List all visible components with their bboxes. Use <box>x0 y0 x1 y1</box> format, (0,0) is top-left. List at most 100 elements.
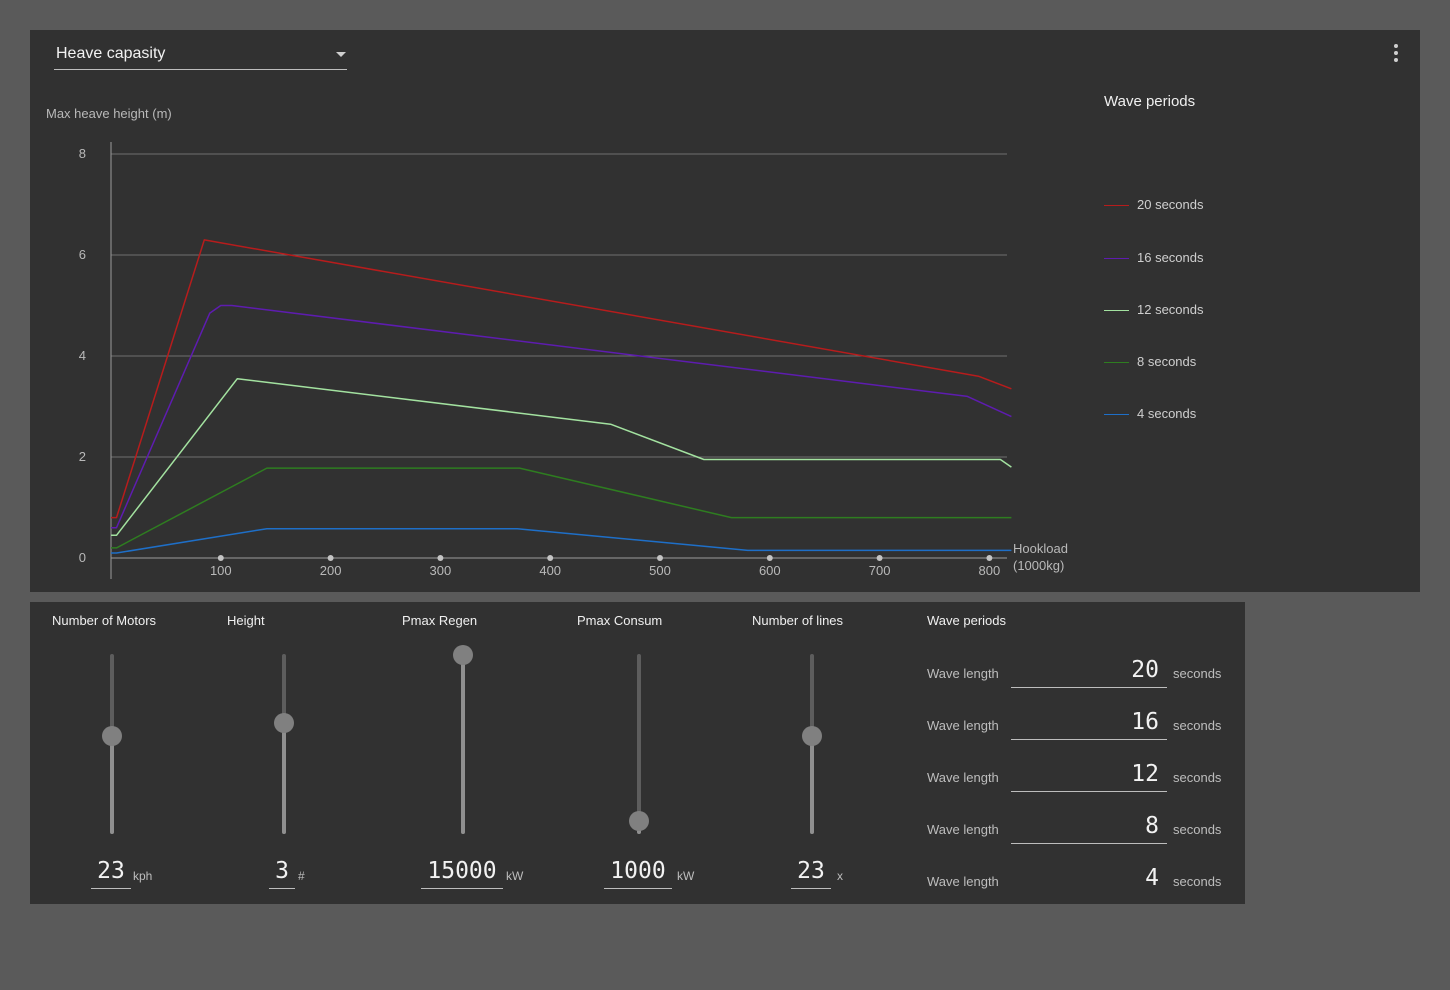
pmax-consum-slider-track[interactable] <box>637 654 641 834</box>
dropdown-selected-value: Heave capasity <box>56 45 166 62</box>
controls-panel: Number of Motors 23 kph Height 3 # Pmax … <box>30 602 1245 904</box>
pmax-regen-value-input[interactable]: 15000 <box>421 856 503 889</box>
slider-fill <box>110 735 114 834</box>
dropdown-arrow-icon <box>336 52 346 57</box>
slider-title: Number of Motors <box>52 613 157 628</box>
lines-unit: x <box>837 869 843 883</box>
heave-chart: 0 2 4 6 8 100 200 300 400 500 600 700 800 <box>79 142 1012 579</box>
wave-length-row: Wave length 12 seconds <box>927 758 1237 794</box>
wave-length-row: Wave length 4 seconds <box>927 862 1237 898</box>
wave-length-unit: seconds <box>1173 874 1222 889</box>
lines-slider-thumb[interactable] <box>802 726 822 746</box>
y-tick-label: 6 <box>79 247 86 262</box>
x-tick-label: 100 <box>210 563 232 578</box>
x-axis-label: Hookload (1000kg) <box>1013 540 1068 574</box>
x-tick-label: 800 <box>979 563 1001 578</box>
legend-label: 16 seconds <box>1137 250 1204 265</box>
motors-value-input[interactable]: 23 <box>91 856 131 889</box>
slider-group-lines: Number of lines 23 x <box>730 602 905 904</box>
legend-label: 20 seconds <box>1137 197 1204 212</box>
legend-label: 12 seconds <box>1137 302 1204 317</box>
height-slider-thumb[interactable] <box>274 713 294 734</box>
pmax-regen-unit: kW <box>506 869 524 883</box>
slider-group-motors: Number of Motors 23 kph <box>30 602 205 904</box>
pmax-regen-slider-track[interactable] <box>461 654 465 834</box>
series-line <box>111 377 1012 537</box>
y-tick-label: 8 <box>79 146 86 161</box>
x-tick-label: 400 <box>539 563 561 578</box>
slider-title: Pmax Consum <box>577 613 663 628</box>
x-tick-dot <box>547 555 554 561</box>
wave-length-value: 20 <box>1131 657 1159 683</box>
x-tick-dot <box>217 555 224 561</box>
x-tick-dot <box>327 555 334 561</box>
x-tick-dot <box>437 555 444 561</box>
slider-fill <box>810 735 814 834</box>
pmax-regen-slider-thumb[interactable] <box>453 645 473 665</box>
x-tick-label: 300 <box>430 563 452 578</box>
x-tick-dot <box>766 555 773 561</box>
wave-length-input[interactable]: 16 <box>1011 706 1167 740</box>
lines-value-input[interactable]: 23 <box>791 856 831 889</box>
slider-group-pmax-regen: Pmax Regen 15000 kW <box>380 602 555 904</box>
x-tick-dot <box>657 555 663 561</box>
chart-panel: 0 2 4 6 8 100 200 300 400 500 600 700 800 Heave capa… <box>30 30 1420 592</box>
height-slider-track[interactable] <box>282 654 286 834</box>
legend-swatch <box>1104 205 1129 206</box>
more-options-icon[interactable] <box>1388 42 1404 64</box>
series-line <box>111 467 1012 549</box>
y-tick-label: 4 <box>79 348 86 363</box>
legend-title: Wave periods <box>1104 93 1196 110</box>
wave-length-unit: seconds <box>1173 718 1222 733</box>
slider-title: Pmax Regen <box>402 613 478 628</box>
height-value-input[interactable]: 3 <box>269 856 295 889</box>
wave-length-input[interactable]: 20 <box>1011 654 1167 688</box>
x-axis-label-line1: Hookload <box>1013 541 1068 556</box>
motors-slider-thumb[interactable] <box>102 726 122 746</box>
series-line <box>111 304 1012 529</box>
x-tick-dot <box>986 555 993 561</box>
legend-swatch <box>1104 362 1129 363</box>
slider-title: Height <box>227 613 265 628</box>
slider-fill <box>461 654 465 834</box>
y-tick-label: 2 <box>79 449 86 464</box>
wave-length-input[interactable]: 12 <box>1011 758 1167 792</box>
wave-length-input[interactable]: 4 <box>1011 862 1167 895</box>
pmax-consum-value-input[interactable]: 1000 <box>604 856 672 889</box>
wave-length-label: Wave length <box>927 770 999 785</box>
wave-length-value: 16 <box>1131 709 1159 735</box>
chart-type-dropdown[interactable]: Heave capasity <box>54 43 347 70</box>
legend-swatch <box>1104 310 1129 311</box>
wave-length-label: Wave length <box>927 874 999 889</box>
legend-swatch <box>1104 258 1129 259</box>
slider-group-pmax-consum: Pmax Consum 1000 kW <box>555 602 730 904</box>
wave-length-value: 12 <box>1131 761 1159 787</box>
wave-length-input[interactable]: 8 <box>1011 810 1167 844</box>
height-unit: # <box>298 869 305 883</box>
series-line <box>111 239 1012 519</box>
pmax-consum-slider-thumb[interactable] <box>629 810 649 831</box>
wave-periods-title: Wave periods <box>927 613 1006 628</box>
wave-length-value: 8 <box>1145 813 1159 839</box>
slider-fill <box>282 722 286 834</box>
slider-title: Number of lines <box>752 613 844 628</box>
wave-length-row: Wave length 8 seconds <box>927 810 1237 846</box>
pmax-consum-unit: kW <box>677 869 695 883</box>
wave-length-unit: seconds <box>1173 666 1222 681</box>
series-line <box>111 527 1012 554</box>
wave-length-unit: seconds <box>1173 770 1222 785</box>
slider-group-height: Height 3 # <box>205 602 380 904</box>
x-tick-dot <box>876 555 883 561</box>
motors-unit: kph <box>133 869 153 883</box>
legend-label: 8 seconds <box>1137 354 1197 369</box>
wave-length-value: 4 <box>1145 865 1159 891</box>
wave-length-label: Wave length <box>927 666 999 681</box>
wave-length-label: Wave length <box>927 718 999 733</box>
wave-length-row: Wave length 16 seconds <box>927 706 1237 742</box>
x-tick-label: 500 <box>649 563 671 578</box>
wave-length-unit: seconds <box>1173 822 1222 837</box>
y-tick-label: 0 <box>79 550 86 565</box>
legend-label: 4 seconds <box>1137 406 1197 421</box>
wave-length-row: Wave length 20 seconds <box>927 654 1237 690</box>
wave-length-label: Wave length <box>927 822 999 837</box>
